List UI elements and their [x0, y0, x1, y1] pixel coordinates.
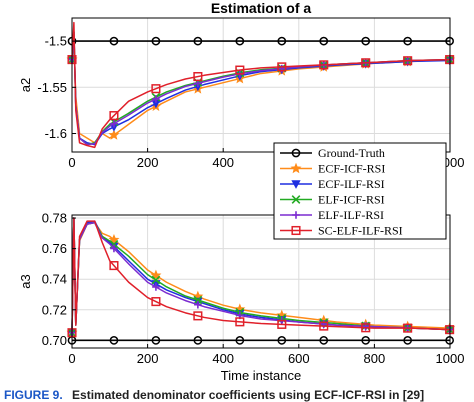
legend-item: ELF-ICF-RSI [280, 193, 385, 207]
series-marker [151, 84, 161, 94]
series-marker [108, 233, 120, 245]
legend-swatch-marker [290, 162, 302, 174]
series-line [71, 217, 451, 333]
series-marker [235, 317, 245, 327]
series-marker [277, 336, 287, 345]
bottom-chart-panel: 0 200 400 600 800 1000 0.78 0.76 0.74 0.72 0.70 a3 T… [18, 211, 464, 383]
series-marker [110, 119, 118, 128]
series-marker [235, 36, 245, 46]
series-marker [150, 269, 162, 281]
x-tick-label: 0 [68, 155, 75, 170]
series-marker [194, 300, 202, 309]
series-sc-elf-ilf-rsi [67, 21, 455, 149]
series-marker [319, 321, 329, 331]
legend-swatch-marker [291, 180, 301, 189]
caption-prefix: FIGURE 9. [4, 388, 63, 402]
series-marker [235, 65, 245, 75]
x-axis-label: Time instance [221, 368, 301, 383]
y-tick-label: -1.6 [45, 126, 67, 141]
x-tick-label: 200 [137, 155, 159, 170]
series-marker [319, 36, 329, 46]
x-tick-label: 600 [288, 351, 310, 366]
series-marker [151, 275, 161, 285]
legend-item: Ground-Truth [280, 146, 385, 160]
legend-swatch-marker [291, 195, 301, 204]
series-marker [109, 36, 119, 46]
legend-item: ECF-ICF-RSI [280, 162, 385, 176]
series-marker [108, 129, 120, 140]
x-tick-label: 400 [212, 155, 234, 170]
legend-swatch-marker [292, 211, 300, 219]
series-marker [193, 311, 203, 321]
tick-labels: 0 200 400 600 800 1000 0.78 0.76 0.74 0.72 0.70 [42, 211, 465, 366]
y-tick-label: 0.74 [42, 272, 67, 287]
legend-entry-label: ECF-ILF-RSI [318, 177, 385, 191]
legend-item: ECF-ILF-RSI [280, 177, 385, 191]
chart-title: Estimation of a [211, 0, 312, 16]
series-marker [193, 336, 203, 345]
legend-item: ELF-ILF-RSI [280, 208, 384, 222]
series-marker [152, 283, 160, 291]
series-marker [277, 36, 287, 46]
x-tick-label: 1000 [436, 351, 465, 366]
series-marker [361, 323, 371, 333]
x-tick-label: 400 [212, 351, 234, 366]
y-tick-label: -1.5 [45, 34, 67, 49]
series-marker [361, 336, 371, 345]
series-marker [110, 244, 118, 253]
series-marker [193, 295, 203, 305]
top-chart-panel: 02004006008001000-1.5-1.55-1.6a2Estimati… [18, 0, 464, 170]
series-marker [403, 56, 413, 66]
y-axis-label-a3: a3 [18, 274, 33, 288]
legend-entry-label: Ground-Truth [318, 146, 385, 160]
legend-swatch-marker [291, 148, 301, 158]
series-marker [151, 297, 161, 307]
series-marker [151, 336, 161, 345]
x-tick-label: 0 [68, 351, 75, 366]
series-marker [403, 336, 413, 345]
series-marker [152, 95, 160, 103]
series-marker [361, 58, 371, 68]
caption-text: Estimated denominator coefficients using… [72, 388, 424, 402]
y-tick-label: 0.76 [42, 241, 67, 256]
y-tick-label: 0.70 [42, 333, 67, 348]
series-marker [151, 36, 161, 46]
series-marker [277, 62, 287, 72]
legend-entry-label: ELF-ILF-RSI [318, 208, 384, 222]
legend-item: SC-ELF-ILF-RSI [280, 224, 403, 238]
legend-entry-label: ECF-ICF-RSI [318, 162, 385, 176]
plot-area [72, 18, 450, 152]
axes-frame [71, 214, 451, 349]
legend-swatch-marker [291, 225, 301, 236]
series-marker [403, 36, 413, 46]
legend-entry-label: ELF-ICF-RSI [318, 193, 385, 207]
series-marker [193, 36, 203, 46]
series-marker [109, 261, 119, 271]
series-marker [403, 323, 413, 333]
axes-frame [71, 17, 451, 153]
legend-entry-label: SC-ELF-ILF-RSI [318, 224, 403, 238]
series-marker [319, 336, 329, 345]
y-tick-label: 0.72 [42, 302, 67, 317]
series-marker [193, 72, 203, 82]
y-tick-label: -1.55 [37, 80, 67, 95]
legend-box [273, 142, 447, 240]
series-marker [109, 239, 119, 249]
series-marker [277, 319, 287, 329]
y-tick-label: 0.78 [42, 211, 67, 226]
x-tick-label: 800 [364, 351, 386, 366]
y-axis-label-a2: a2 [18, 78, 33, 92]
series-marker [235, 336, 245, 345]
series-marker [109, 111, 119, 121]
series-marker [109, 336, 119, 345]
x-tick-label: 200 [137, 351, 159, 366]
series-marker [319, 60, 329, 70]
series-marker [361, 36, 371, 46]
figure-caption: FIGURE 9. Estimated denominator coeffici… [4, 388, 424, 402]
series-line [71, 21, 451, 149]
